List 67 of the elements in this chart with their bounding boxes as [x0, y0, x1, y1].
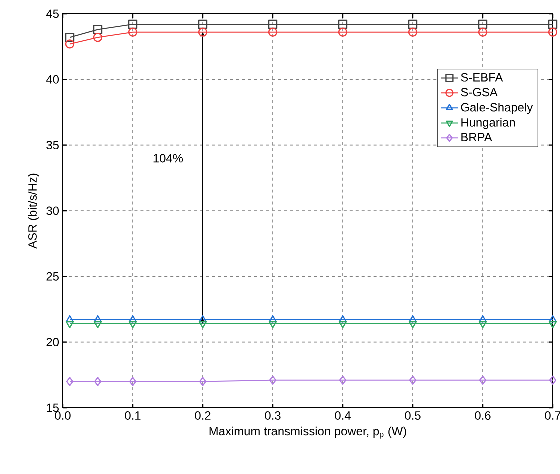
point [548, 315, 558, 323]
legend-label: Gale-Shapely [461, 102, 534, 114]
point [129, 377, 137, 386]
point [408, 20, 418, 30]
point [66, 321, 74, 329]
point [408, 321, 418, 329]
point [66, 315, 74, 323]
x-tick-label: 0.6 [475, 412, 491, 420]
point [338, 28, 348, 37]
point [198, 28, 208, 37]
x-axis-title: Maximum transmission power, p$_{p}$ (W) [210, 426, 406, 439]
y-axis-title: ASR (bit/s/Hz) [28, 174, 40, 249]
y-tick-label: 15 [47, 404, 59, 412]
point [548, 28, 558, 37]
point [549, 376, 557, 386]
annotation: 104% [154, 154, 184, 163]
point [338, 321, 348, 329]
point [94, 315, 102, 323]
y-tick-label: 45 [46, 10, 59, 18]
point [198, 321, 208, 329]
point [548, 321, 558, 329]
point [198, 20, 208, 30]
point [339, 376, 347, 386]
y-tick-label: 30 [46, 206, 60, 216]
point [269, 376, 277, 386]
point [128, 321, 138, 329]
x-tick-label: 0.0 [55, 412, 71, 420]
point [198, 315, 208, 323]
point [478, 28, 488, 37]
point [268, 20, 278, 30]
point [128, 315, 138, 323]
point [199, 377, 207, 386]
point [548, 20, 558, 30]
point [65, 33, 75, 42]
x-tick-label: 0.3 [265, 412, 281, 420]
point [408, 315, 418, 323]
point [479, 376, 487, 386]
point [93, 33, 103, 42]
legend-label: S-GSA [461, 88, 498, 97]
legend-label: BRPA [462, 133, 492, 142]
point [268, 321, 278, 329]
point [94, 321, 102, 329]
point [338, 20, 348, 30]
point [338, 315, 348, 323]
point [478, 315, 488, 323]
point [94, 377, 102, 386]
y-tick-label: 35 [46, 141, 59, 150]
legend-label: S-EBFA [461, 73, 504, 82]
point [128, 20, 138, 30]
point [408, 28, 418, 37]
x-tick-label: 0.1 [125, 412, 141, 420]
y-tick-label: 25 [46, 272, 59, 281]
legend-label: Hungarian [462, 118, 516, 130]
y-tick-label: 20 [46, 338, 60, 347]
y-tick-label: 40 [46, 75, 60, 84]
point [268, 315, 278, 323]
point [478, 321, 488, 329]
point [128, 28, 138, 37]
point [65, 40, 75, 49]
point [66, 377, 74, 386]
point [478, 20, 488, 30]
x-tick-label: 0.4 [335, 412, 351, 420]
x-tick-label: 0.5 [405, 412, 421, 420]
x-tick-label: 0.2 [195, 412, 211, 420]
point [93, 25, 103, 34]
point [268, 28, 278, 37]
point [409, 376, 417, 386]
